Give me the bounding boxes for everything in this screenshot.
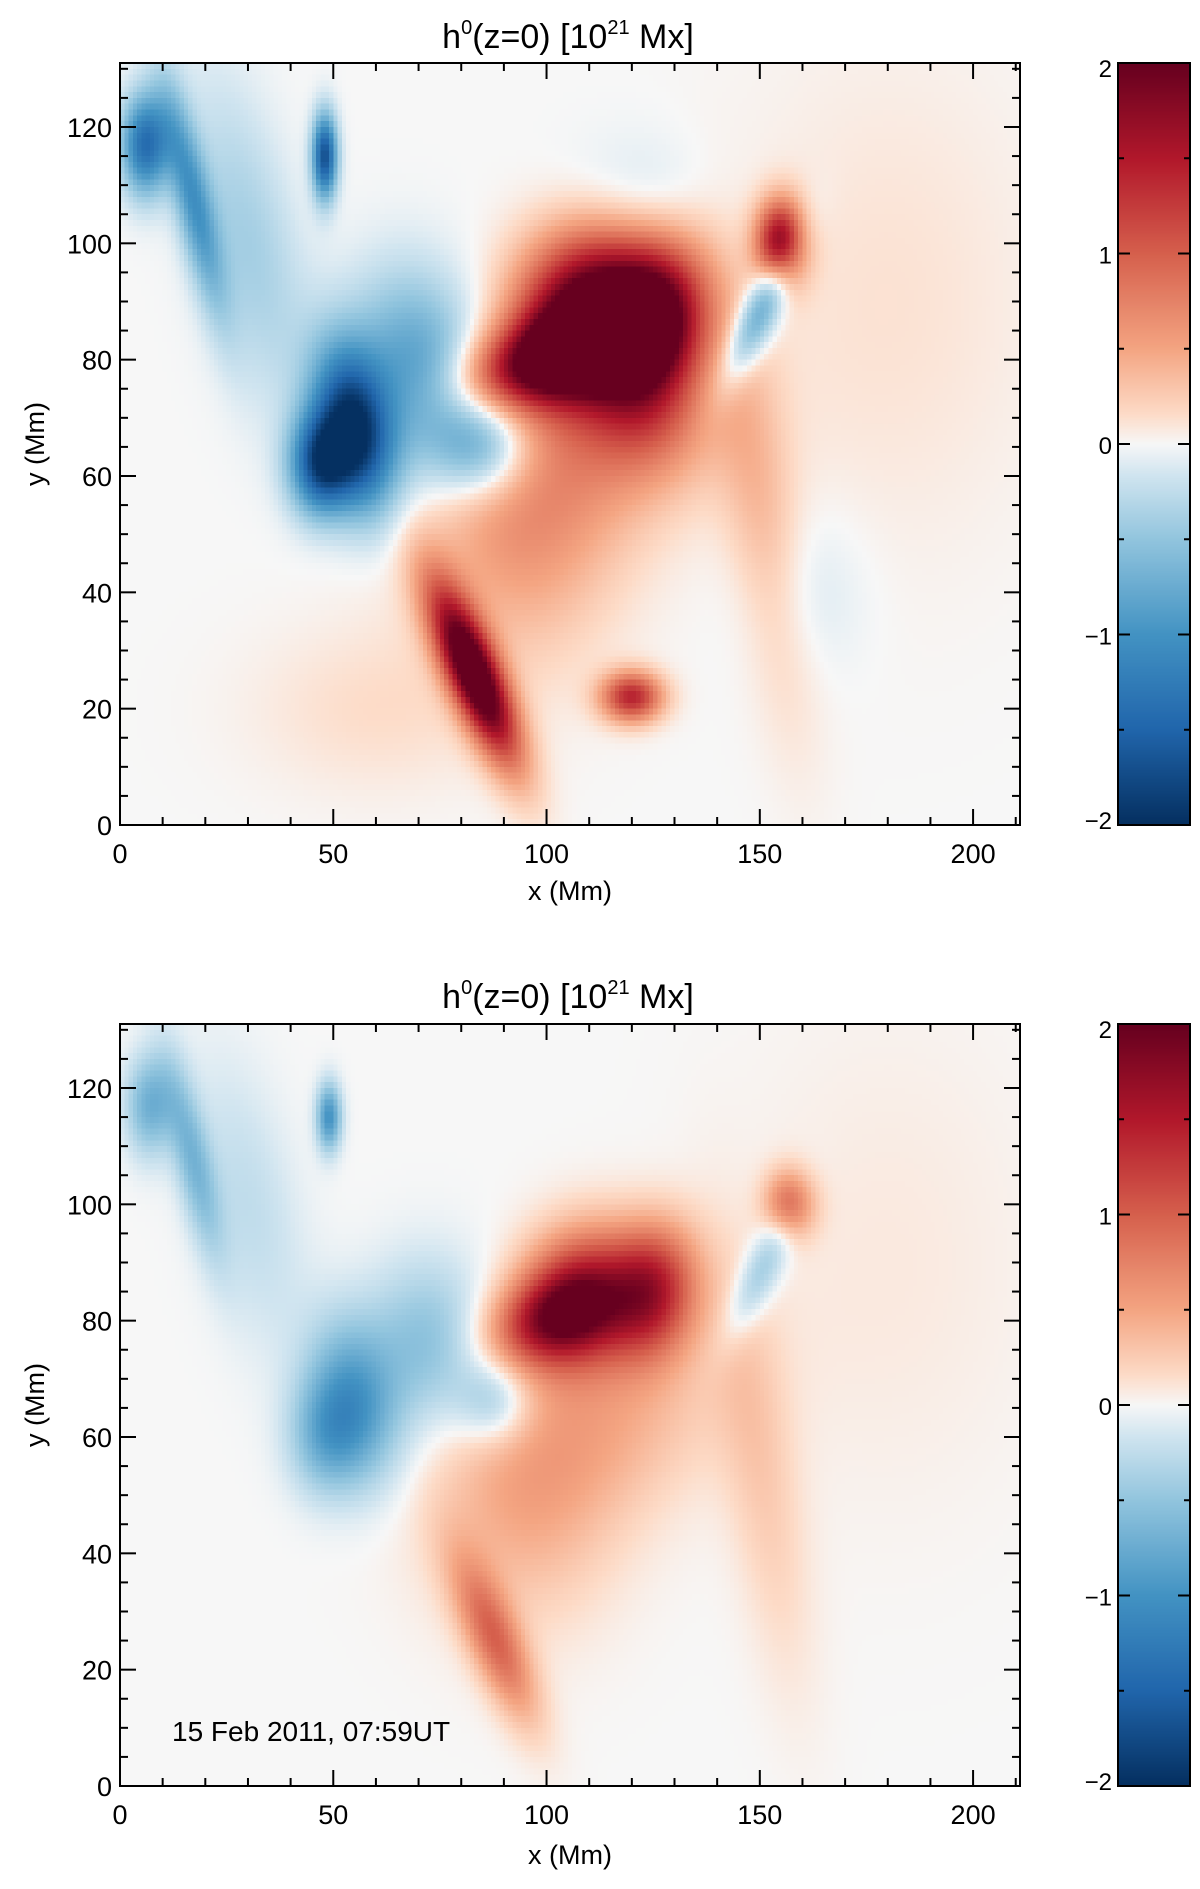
x-tick-label: 0 bbox=[112, 1800, 127, 1830]
x-tick-label: 200 bbox=[951, 839, 996, 869]
x-tick-label: 100 bbox=[524, 839, 569, 869]
y-tick-label: 20 bbox=[82, 1656, 112, 1686]
x-tick-label: 150 bbox=[737, 1800, 782, 1830]
colorbar-tick-label: 2 bbox=[1099, 1017, 1112, 1044]
colorbar-tick-label: 2 bbox=[1099, 56, 1112, 83]
colorbar-tick-label: 0 bbox=[1099, 1394, 1112, 1421]
panel-bottom-frame bbox=[119, 1023, 1021, 1787]
colorbar-tick-label: −1 bbox=[1085, 1585, 1112, 1612]
y-tick-label: 0 bbox=[97, 811, 112, 841]
panel-top-frame bbox=[119, 62, 1021, 826]
y-tick-label: 20 bbox=[82, 695, 112, 725]
panel-bottom-xlabel: x (Mm) bbox=[528, 1840, 612, 1870]
colorbar-tick-label: −2 bbox=[1085, 808, 1112, 835]
panel-bottom: h0(z=0) [1021 Mx] 0 50 100 150 2000204060801… bbox=[20, 977, 1191, 1870]
y-tick-label: 60 bbox=[82, 462, 112, 492]
y-tick-label: 100 bbox=[67, 1190, 112, 1220]
y-tick-label: 80 bbox=[82, 346, 112, 376]
y-tick-label: 40 bbox=[82, 1539, 112, 1569]
y-tick-label: 0 bbox=[97, 1772, 112, 1802]
panel-bottom-title: h0(z=0) [1021 Mx] bbox=[442, 977, 694, 1016]
y-tick-label: 60 bbox=[82, 1423, 112, 1453]
panel-top: h0(z=0) [1021 Mx] 0 50 100 150 2000204060801… bbox=[20, 17, 1191, 906]
panel-top-xlabel: x (Mm) bbox=[528, 876, 612, 906]
colorbar-tick-label: 1 bbox=[1099, 243, 1112, 270]
y-tick-label: 120 bbox=[67, 1074, 112, 1104]
y-tick-label: 100 bbox=[67, 229, 112, 259]
panel-bottom-heatmap bbox=[120, 1024, 1020, 1786]
x-tick-label: 150 bbox=[737, 839, 782, 869]
colorbar-tick-label: −1 bbox=[1085, 624, 1112, 651]
colorbar-tick-label: 1 bbox=[1099, 1204, 1112, 1231]
x-tick-label: 50 bbox=[318, 1800, 348, 1830]
colorbar-tick-label: 0 bbox=[1099, 433, 1112, 460]
y-tick-label: 120 bbox=[67, 113, 112, 143]
panel-bottom-axes: 0 50 100 150 200 0 20 40 60 80 100 120 bbox=[67, 1024, 1020, 1830]
panel-top-title: h0(z=0) [1021 Mx] bbox=[442, 17, 694, 56]
panel-top-ylabel: y (Mm) bbox=[20, 402, 50, 486]
panel-bottom-annotation: 15 Feb 2011, 07:59UT bbox=[172, 1716, 450, 1747]
panel-bottom-colorbar-axis: −2 −1 0 1 2 bbox=[1085, 1017, 1190, 1796]
x-tick-label: 100 bbox=[524, 1800, 569, 1830]
panel-bottom-ylabel: y (Mm) bbox=[20, 1363, 50, 1447]
x-tick-label: 200 bbox=[951, 1800, 996, 1830]
x-tick-label: 0 bbox=[112, 839, 127, 869]
colorbar-tick-label: −2 bbox=[1085, 1769, 1112, 1796]
panel-top-colorbar-axis: −2 −1 0 1 2 bbox=[1085, 56, 1190, 835]
x-tick-label: 50 bbox=[318, 839, 348, 869]
panel-top-axes: 0 50 100 150 200 0 20 40 60 80 100 120 bbox=[67, 63, 1020, 869]
panel-top-heatmap bbox=[120, 63, 1020, 825]
y-tick-label: 80 bbox=[82, 1307, 112, 1337]
y-tick-label: 40 bbox=[82, 578, 112, 608]
